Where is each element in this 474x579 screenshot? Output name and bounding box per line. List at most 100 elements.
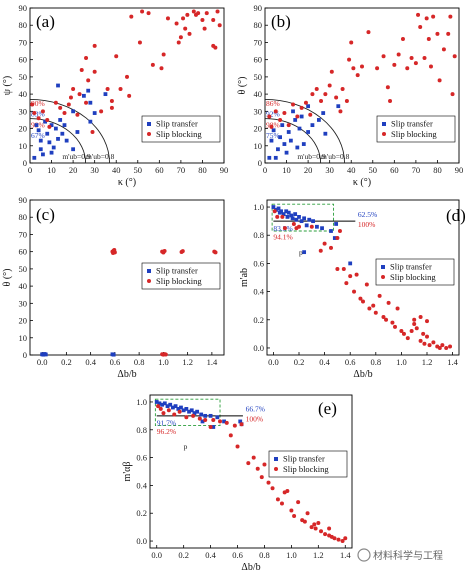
x-axis-label: Δb/b [241,562,260,573]
data-point-slip-blocking [282,111,287,116]
x-tick-label: 0.6 [345,357,356,367]
data-point-slip-transfer [200,419,205,424]
data-point-slip-blocking [75,112,80,117]
data-point-slip-transfer [179,405,183,410]
data-point-slip-transfer [294,217,299,222]
data-point-slip-transfer [301,142,306,146]
data-point-slip-blocking [381,314,386,319]
x-tick-label: 1.4 [447,357,458,367]
data-point-slip-transfer [71,147,76,152]
data-point-slip-blocking [341,267,346,272]
data-point-slip-blocking [352,289,357,294]
data-point-slip-blocking [291,102,296,107]
data-point-slip-blocking [388,99,393,103]
y-tick-label: 70 [254,37,263,47]
y-tick-label: 0.8 [253,230,264,240]
x-tick-label: 0.4 [205,550,216,560]
data-point-slip-blocking [58,105,63,110]
data-point-slip-transfer [173,404,178,409]
data-point-slip-blocking [30,102,35,107]
data-point-slip-transfer [299,114,304,119]
data-point-slip-transfer [315,224,319,229]
data-point-slip-blocking [409,55,414,60]
data-point-slip-blocking [335,236,340,241]
y-tick-label: 0.0 [253,343,264,353]
x-tick-label: 0 [28,165,32,175]
panel-label: (e) [318,399,337,418]
data-point-slip-blocking [90,130,95,134]
data-point-slip-transfer [111,352,116,357]
data-point-slip-blocking [390,320,395,325]
data-point-slip-blocking [309,525,314,530]
data-point-slip-blocking [86,78,91,83]
data-point-slip-blocking [413,61,418,66]
data-point-slip-blocking [329,69,334,74]
data-point-slip-blocking [127,93,132,98]
y-tick-label: 30 [19,298,28,308]
data-point-slip-blocking [348,274,353,279]
data-point-slip-transfer [38,147,43,152]
data-point-slip-transfer [267,155,272,160]
data-point-slip-transfer [284,150,289,155]
data-point-slip-blocking [32,111,37,116]
data-point-slip-blocking [319,99,324,103]
data-point-slip-blocking [92,69,97,74]
data-point-slip-blocking [427,343,432,348]
data-point-slip-blocking [401,331,406,336]
data-point-slip-transfer [181,408,186,413]
y-tick-label: 60 [19,55,28,65]
data-point-slip-blocking [84,100,89,105]
data-point-slip-blocking [422,341,427,346]
data-point-slip-transfer [51,145,56,150]
data-point-slip-transfer [62,123,67,128]
data-point-slip-transfer [56,83,60,88]
data-point-slip-transfer [43,352,48,357]
y-tick-label: 20 [19,124,28,134]
y-tick-label: 0.6 [253,258,264,268]
data-point-slip-transfer [293,212,298,216]
x-tick-label: 1.2 [182,357,193,367]
x-tick-label: 0.8 [370,357,381,367]
data-point-slip-transfer [176,407,181,411]
data-point-slip-blocking [422,55,427,60]
iso-line-0.8 [264,99,345,164]
data-point-slip-transfer [49,123,54,128]
data-point-slip-transfer [291,109,295,114]
annotation-label: 66.7% [246,405,265,414]
data-point-slip-blocking [385,85,390,90]
annotation-label: m'ub=0.9 [297,152,326,161]
data-point-slip-blocking [172,412,177,417]
legend-label: Slip blocking [283,464,329,474]
panel-c: 0.0 0.2 0.4 0.6 0.8 1.0 1.2 1.4 0 10 20 30 40 50 60 70 8… [2,195,225,380]
data-point-slip-blocking [197,416,202,421]
data-point-slip-transfer [211,425,216,429]
data-point-slip-blocking [327,83,332,88]
data-point-slip-blocking [232,423,237,428]
data-point-slip-transfer [348,261,353,266]
data-point-slip-blocking [279,501,284,506]
data-point-slip-blocking [375,66,380,71]
data-point-slip-transfer [321,111,326,115]
legend-marker-slip-blocking [274,467,278,471]
data-point-slip-transfer [192,411,197,415]
y-tick-label: 0.2 [136,508,147,518]
data-point-slip-blocking [412,317,417,322]
data-point-slip-transfer [47,140,52,145]
data-point-slip-blocking [409,329,414,334]
legend-marker-slip-transfer [147,269,151,273]
data-point-slip-blocking [213,250,218,255]
data-point-slip-blocking [114,54,119,59]
x-tick-label: 70 [177,165,186,175]
data-point-slip-blocking [84,55,89,60]
data-point-slip-blocking [327,533,332,538]
data-point-slip-blocking [437,345,442,350]
data-point-slip-blocking [327,526,332,531]
annotation-label: 100% [246,414,264,423]
data-point-slip-transfer [92,111,97,115]
annotation-label: p [299,248,303,257]
data-point-slip-blocking [112,247,117,252]
data-point-slip-transfer [299,219,304,224]
data-point-slip-blocking [381,54,386,59]
x-tick-label: 50 [134,165,143,175]
annotation-label: p [184,442,188,451]
